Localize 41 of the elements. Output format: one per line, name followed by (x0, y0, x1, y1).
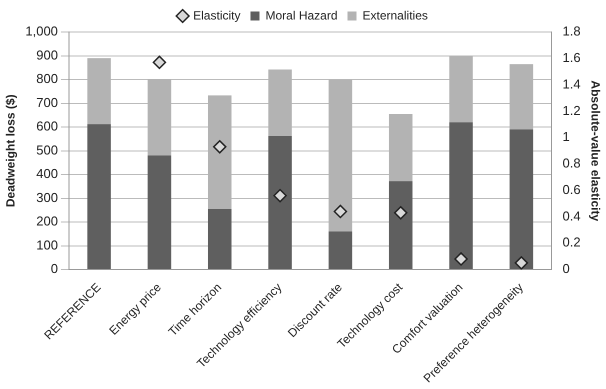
y-tick-label: 300 (36, 190, 58, 205)
y2-tick-label: 1 (562, 129, 570, 144)
legend-label: Elasticity (193, 8, 240, 22)
y2-tick-label: 0.8 (562, 156, 581, 171)
y2-tick-label: 0.6 (562, 182, 581, 197)
y-tick-label: 1,000 (25, 24, 58, 39)
y2-tick-label: 1.6 (562, 50, 581, 65)
point (152, 56, 166, 70)
y2-tick-label: 1.2 (562, 102, 581, 118)
bar (328, 232, 352, 270)
bar (208, 208, 232, 270)
point (212, 140, 226, 154)
y2-tick-label: 0.2 (562, 234, 581, 250)
y-axis-title: Deadweight loss ($) (4, 94, 18, 208)
legend-label: Externalities (362, 8, 428, 22)
y2-tick-label: 1.8 (562, 24, 581, 39)
bar (388, 181, 412, 270)
y2-tick-label: 0 (562, 261, 570, 276)
point (514, 256, 528, 270)
y2-tick-label: 0.4 (562, 208, 581, 224)
y-tick-label: 500 (36, 142, 58, 158)
y-tick-label: 700 (36, 94, 58, 110)
legend-label: Moral Hazard (265, 8, 338, 22)
point (334, 204, 348, 218)
y-tick-label: 400 (36, 166, 58, 182)
bar (449, 122, 473, 270)
point (394, 206, 408, 220)
y2-axis-title: Absolute-value elasticity (588, 80, 602, 222)
bar (87, 124, 111, 270)
bar (268, 136, 292, 270)
y-tick-label: 900 (36, 47, 58, 62)
y-tick-label: 600 (36, 118, 58, 134)
point (454, 252, 468, 266)
y-tick-label: 0 (50, 261, 58, 276)
y-tick-label: 100 (36, 237, 58, 252)
bar (510, 129, 534, 270)
point (273, 188, 287, 202)
bar (148, 156, 172, 270)
y-tick-label: 200 (36, 214, 58, 229)
y-tick-label: 800 (36, 71, 58, 86)
y2-tick-label: 1.4 (562, 76, 581, 92)
